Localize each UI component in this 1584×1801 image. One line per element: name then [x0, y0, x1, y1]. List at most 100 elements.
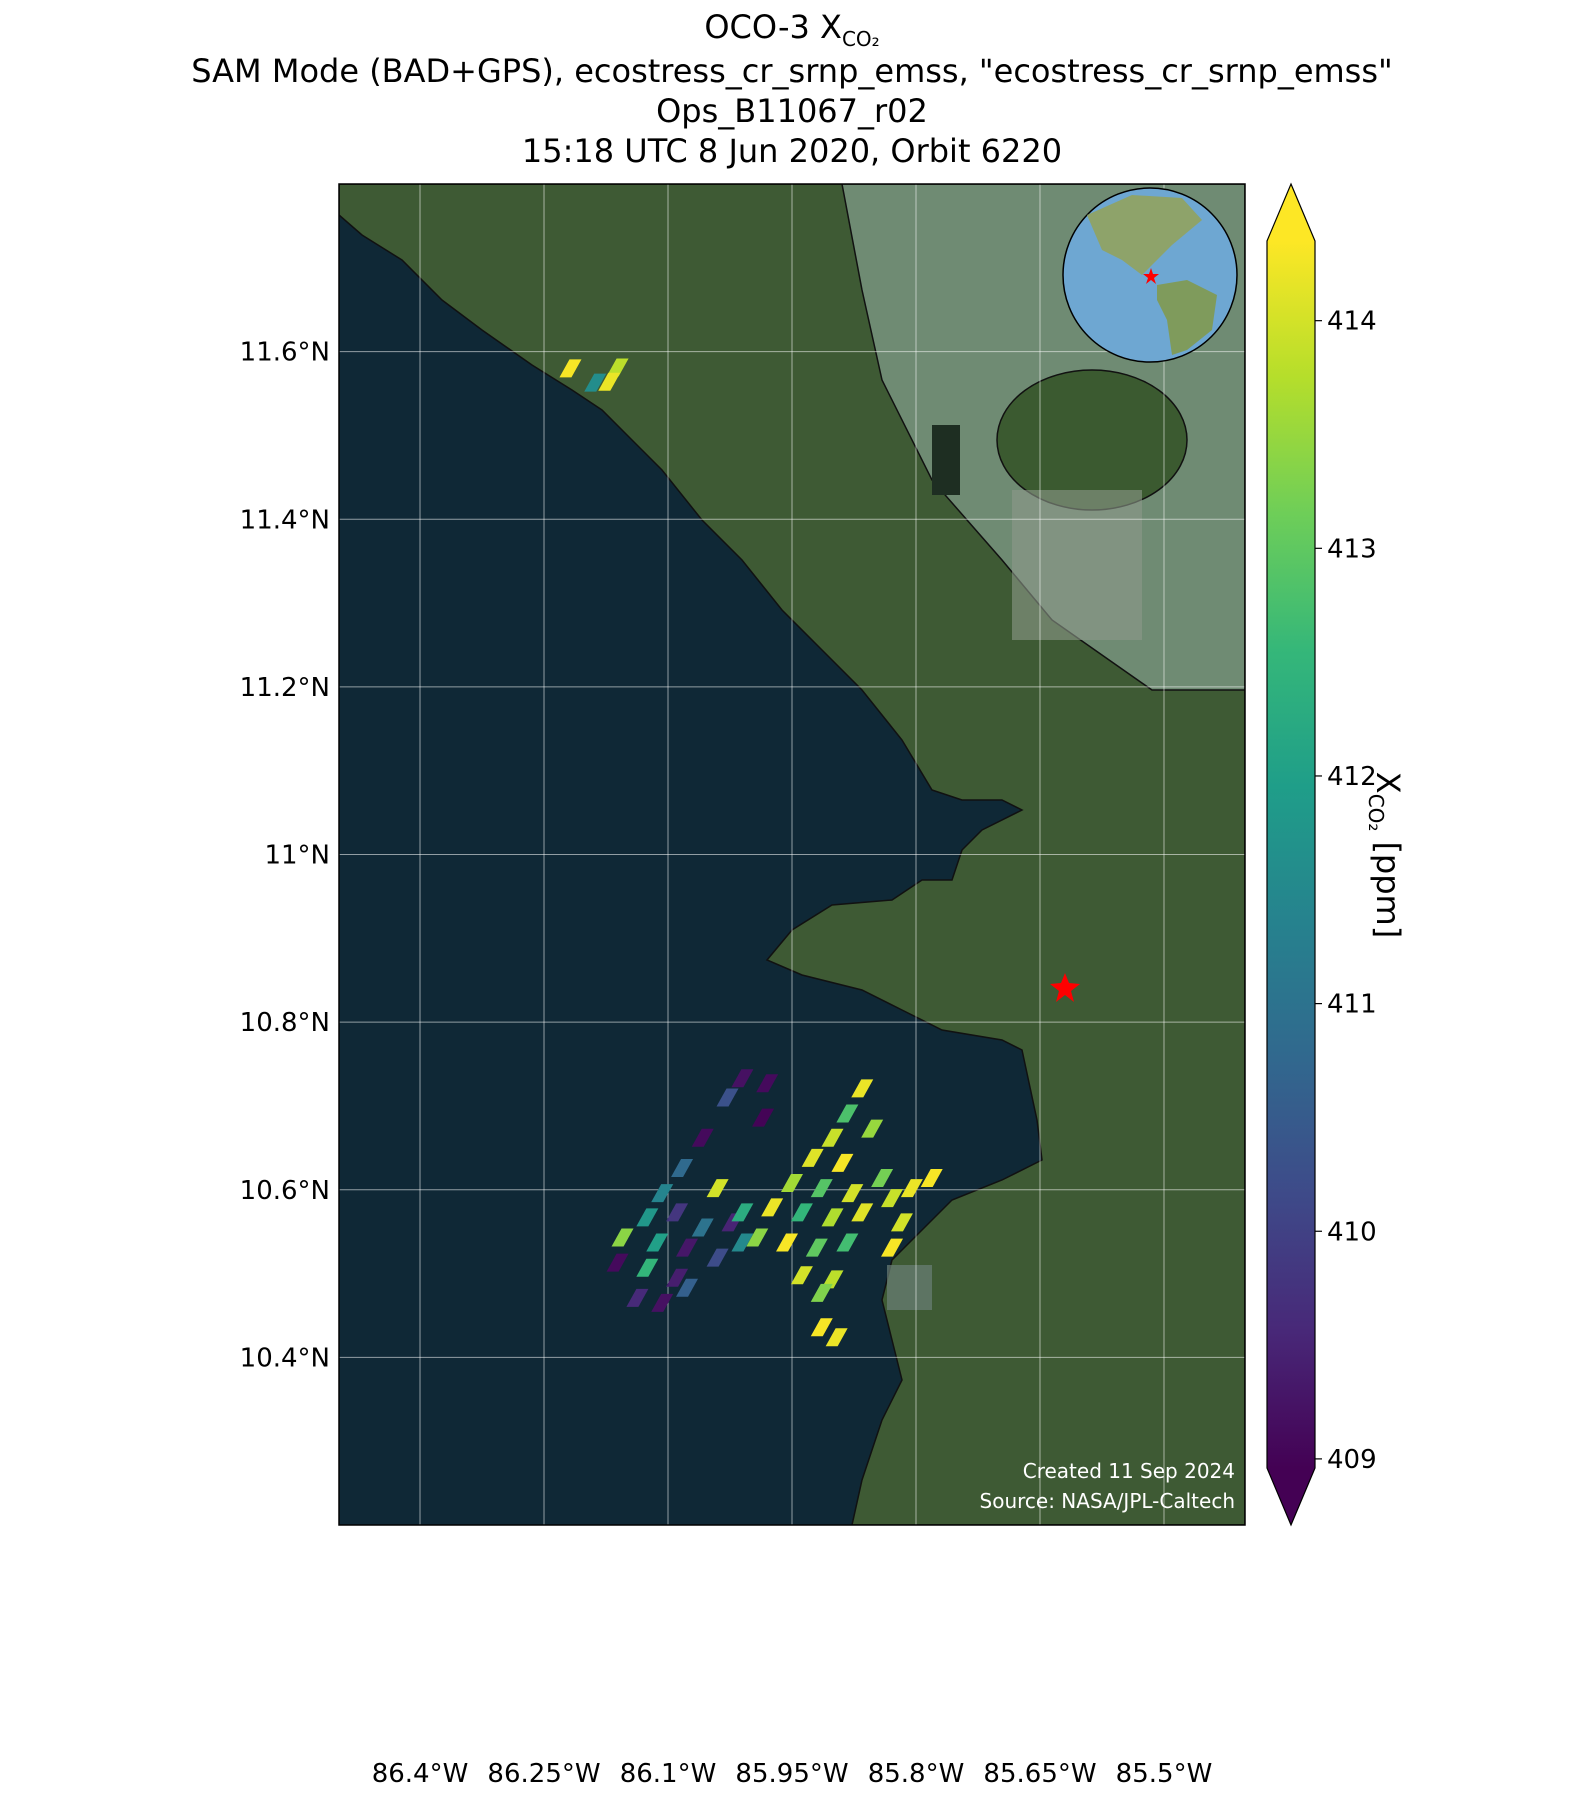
colorbar-extend-max	[1267, 184, 1315, 241]
footprint	[821, 1128, 844, 1147]
colorbar-tick-label: 413	[1327, 534, 1377, 564]
footprint	[598, 372, 621, 391]
colorbar-label-subscript: CO₂	[1364, 794, 1388, 832]
footprint	[871, 1169, 894, 1188]
island	[996, 369, 1188, 511]
footprint	[646, 1233, 669, 1252]
footprint	[676, 1238, 699, 1257]
colorbar-tick-label: 409	[1327, 1445, 1377, 1475]
footprint	[636, 1258, 659, 1277]
credit: Source: NASA/JPL-Caltech	[980, 1489, 1235, 1513]
footprint	[790, 1203, 813, 1222]
footprint	[611, 1228, 634, 1247]
footprint	[716, 1088, 739, 1107]
colorbar-tick-label: 411	[1327, 990, 1377, 1020]
footprint	[636, 1208, 659, 1227]
footprint	[671, 1158, 694, 1177]
footprint	[706, 1179, 729, 1198]
x-tick-label: 85.5°W	[1116, 1759, 1213, 1789]
colorbar-tick-label: 412	[1327, 762, 1377, 792]
footprint	[825, 1328, 848, 1347]
x-tick-label: 85.95°W	[735, 1759, 848, 1789]
image-patch	[1012, 490, 1142, 640]
footprint	[761, 1198, 784, 1217]
footprint	[810, 1283, 833, 1302]
y-tick-label: 10.4°N	[240, 1343, 330, 1373]
footprint	[810, 1179, 833, 1198]
footprint	[900, 1179, 923, 1198]
footprint	[890, 1213, 913, 1232]
globe-land	[1087, 195, 1202, 275]
footprint	[584, 373, 607, 392]
footprint	[752, 1108, 775, 1127]
footprint	[851, 1203, 874, 1222]
footprint	[746, 1228, 769, 1247]
colorbar: 409 410 411 412 413 414	[1266, 182, 1377, 1527]
title-text: OCO-3 X	[704, 8, 842, 46]
footprint	[606, 1253, 629, 1272]
footprint	[920, 1169, 943, 1188]
footprint	[756, 1074, 779, 1093]
footprint	[881, 1238, 904, 1257]
y-tick-label: 11.4°N	[240, 505, 330, 535]
footprint	[559, 359, 582, 378]
x-tick-label: 86.4°W	[372, 1759, 469, 1789]
footprint	[801, 1148, 824, 1167]
footprint	[836, 1233, 859, 1252]
y-tick-label: 10.6°N	[240, 1176, 330, 1206]
y-tick-label: 11°N	[264, 841, 330, 871]
footprint	[861, 1119, 884, 1138]
title-line: SAM Mode (BAD+GPS), ecostress_cr_srnp_em…	[191, 52, 1392, 90]
colorbar-extend-min	[1267, 1468, 1315, 1525]
colorbar-label: XCO₂ [ppm]	[1364, 772, 1407, 938]
colorbar-tick-label: 414	[1327, 307, 1377, 337]
y-tick-label: 11.2°N	[240, 673, 330, 703]
image-patch	[887, 1265, 932, 1310]
title-subscript: CO₂	[842, 27, 880, 51]
y-tick-label: 10.8°N	[240, 1008, 330, 1038]
footprint	[836, 1104, 859, 1123]
footprint	[651, 1184, 674, 1203]
colorbar-label-text: X	[1369, 772, 1407, 794]
footprint	[805, 1238, 828, 1257]
footprint	[666, 1268, 689, 1287]
footprints	[559, 358, 943, 1347]
footprint	[606, 358, 629, 377]
footprint	[851, 1079, 874, 1098]
footprint	[626, 1288, 649, 1307]
footprint	[691, 1218, 714, 1237]
footprint	[731, 1069, 754, 1088]
map-frame	[338, 183, 1246, 1526]
image-patch	[932, 425, 960, 495]
x-tick-label: 85.8°W	[868, 1759, 965, 1789]
footprint	[781, 1174, 803, 1193]
colorbar-tick-label: 410	[1327, 1217, 1377, 1247]
target-star	[1050, 973, 1080, 1002]
footprint	[831, 1153, 854, 1172]
footprint	[790, 1266, 813, 1285]
footprint	[676, 1278, 699, 1297]
x-tick-label: 86.25°W	[487, 1759, 600, 1789]
footprint	[841, 1184, 864, 1203]
colorbar-label-unit: [ppm]	[1369, 841, 1407, 938]
footprint	[651, 1293, 674, 1312]
credit: Created 11 Sep 2024	[1023, 1459, 1235, 1483]
x-tick-label: 85.65°W	[983, 1759, 1096, 1789]
colorbar-body	[1267, 241, 1315, 1468]
footprint	[666, 1203, 689, 1222]
globe-inset	[1062, 187, 1238, 363]
footprint	[731, 1233, 754, 1252]
footprint	[821, 1208, 844, 1227]
y-tick-label: 11.6°N	[240, 338, 330, 368]
title-line: Ops_B11067_r02	[656, 92, 928, 130]
footprint	[731, 1203, 754, 1222]
footprint	[776, 1233, 799, 1252]
footprint	[691, 1128, 714, 1147]
footprint	[881, 1189, 904, 1208]
x-tick-label: 86.1°W	[620, 1759, 717, 1789]
title-line: OCO-3 XCO₂	[704, 8, 879, 51]
footprint	[810, 1318, 833, 1337]
